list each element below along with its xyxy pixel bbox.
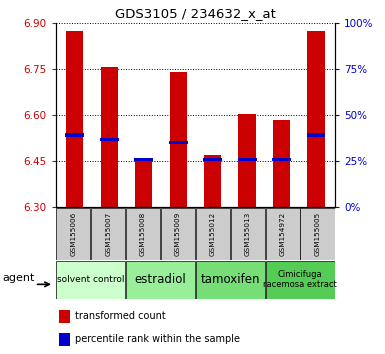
Bar (231, 207, 265, 260)
Bar (56, 207, 90, 260)
Text: percentile rank within the sample: percentile rank within the sample (75, 335, 240, 344)
Text: GSM155009: GSM155009 (175, 211, 181, 256)
Bar (169, 141, 187, 144)
Bar (100, 68, 118, 207)
Text: GSM155008: GSM155008 (140, 211, 146, 256)
Text: GSM154972: GSM154972 (280, 211, 286, 256)
Bar (66, 31, 84, 207)
Text: transformed count: transformed count (75, 312, 166, 321)
Bar (273, 120, 290, 207)
Bar (203, 158, 222, 161)
Bar (272, 158, 291, 161)
Bar (266, 207, 300, 260)
Bar (65, 133, 84, 137)
Bar (238, 158, 256, 161)
Text: GSM155013: GSM155013 (245, 211, 251, 256)
Text: GSM155006: GSM155006 (70, 211, 76, 256)
Bar (56, 261, 125, 299)
Bar (161, 207, 195, 260)
Bar (59, 310, 70, 323)
Bar (196, 207, 230, 260)
Text: Cimicifuga
racemosa extract: Cimicifuga racemosa extract (263, 270, 337, 289)
Bar (135, 160, 152, 207)
Text: solvent control: solvent control (57, 275, 124, 284)
Text: estradiol: estradiol (135, 273, 186, 286)
Bar (307, 31, 325, 207)
Bar (126, 207, 160, 260)
Bar (169, 72, 187, 207)
Bar (91, 207, 125, 260)
Text: agent: agent (2, 273, 34, 283)
Bar (238, 114, 256, 207)
Text: tamoxifen: tamoxifen (201, 273, 260, 286)
Title: GDS3105 / 234632_x_at: GDS3105 / 234632_x_at (115, 7, 276, 21)
Bar (196, 261, 265, 299)
Bar (126, 261, 195, 299)
Bar (300, 207, 335, 260)
Text: GSM155007: GSM155007 (105, 211, 111, 256)
Bar (100, 138, 119, 141)
Bar (204, 155, 221, 207)
Bar (134, 158, 153, 161)
Text: GSM155012: GSM155012 (210, 211, 216, 256)
Bar (59, 333, 70, 346)
Text: GSM155005: GSM155005 (315, 211, 320, 256)
Bar (306, 133, 325, 137)
Bar (266, 261, 335, 299)
